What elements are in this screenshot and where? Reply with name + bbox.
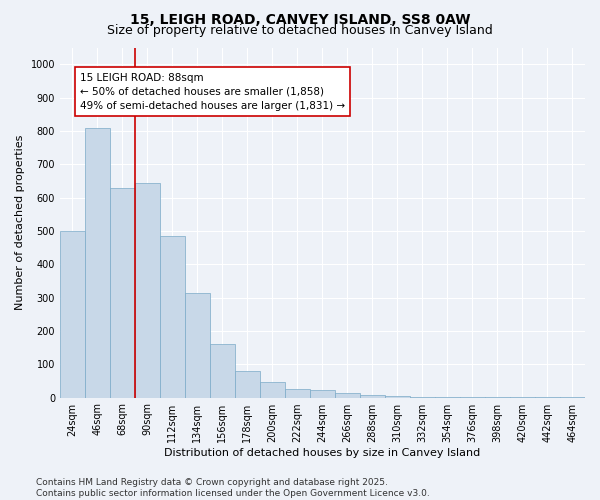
Bar [85, 128, 110, 398]
Bar [435, 397, 460, 398]
Bar [60, 231, 85, 398]
Bar [160, 236, 185, 398]
Bar [260, 382, 285, 398]
Bar [385, 396, 410, 398]
Bar [310, 390, 335, 398]
Text: 15, LEIGH ROAD, CANVEY ISLAND, SS8 0AW: 15, LEIGH ROAD, CANVEY ISLAND, SS8 0AW [130, 12, 470, 26]
Bar [185, 292, 210, 398]
Text: 15 LEIGH ROAD: 88sqm
← 50% of detached houses are smaller (1,858)
49% of semi-de: 15 LEIGH ROAD: 88sqm ← 50% of detached h… [80, 72, 345, 110]
Bar [360, 395, 385, 398]
Y-axis label: Number of detached properties: Number of detached properties [15, 135, 25, 310]
Bar [335, 393, 360, 398]
Bar [235, 371, 260, 398]
X-axis label: Distribution of detached houses by size in Canvey Island: Distribution of detached houses by size … [164, 448, 481, 458]
Bar [110, 188, 135, 398]
Bar [210, 344, 235, 398]
Bar [410, 396, 435, 398]
Bar [285, 389, 310, 398]
Bar [460, 397, 485, 398]
Text: Contains HM Land Registry data © Crown copyright and database right 2025.
Contai: Contains HM Land Registry data © Crown c… [36, 478, 430, 498]
Bar [135, 182, 160, 398]
Text: Size of property relative to detached houses in Canvey Island: Size of property relative to detached ho… [107, 24, 493, 37]
